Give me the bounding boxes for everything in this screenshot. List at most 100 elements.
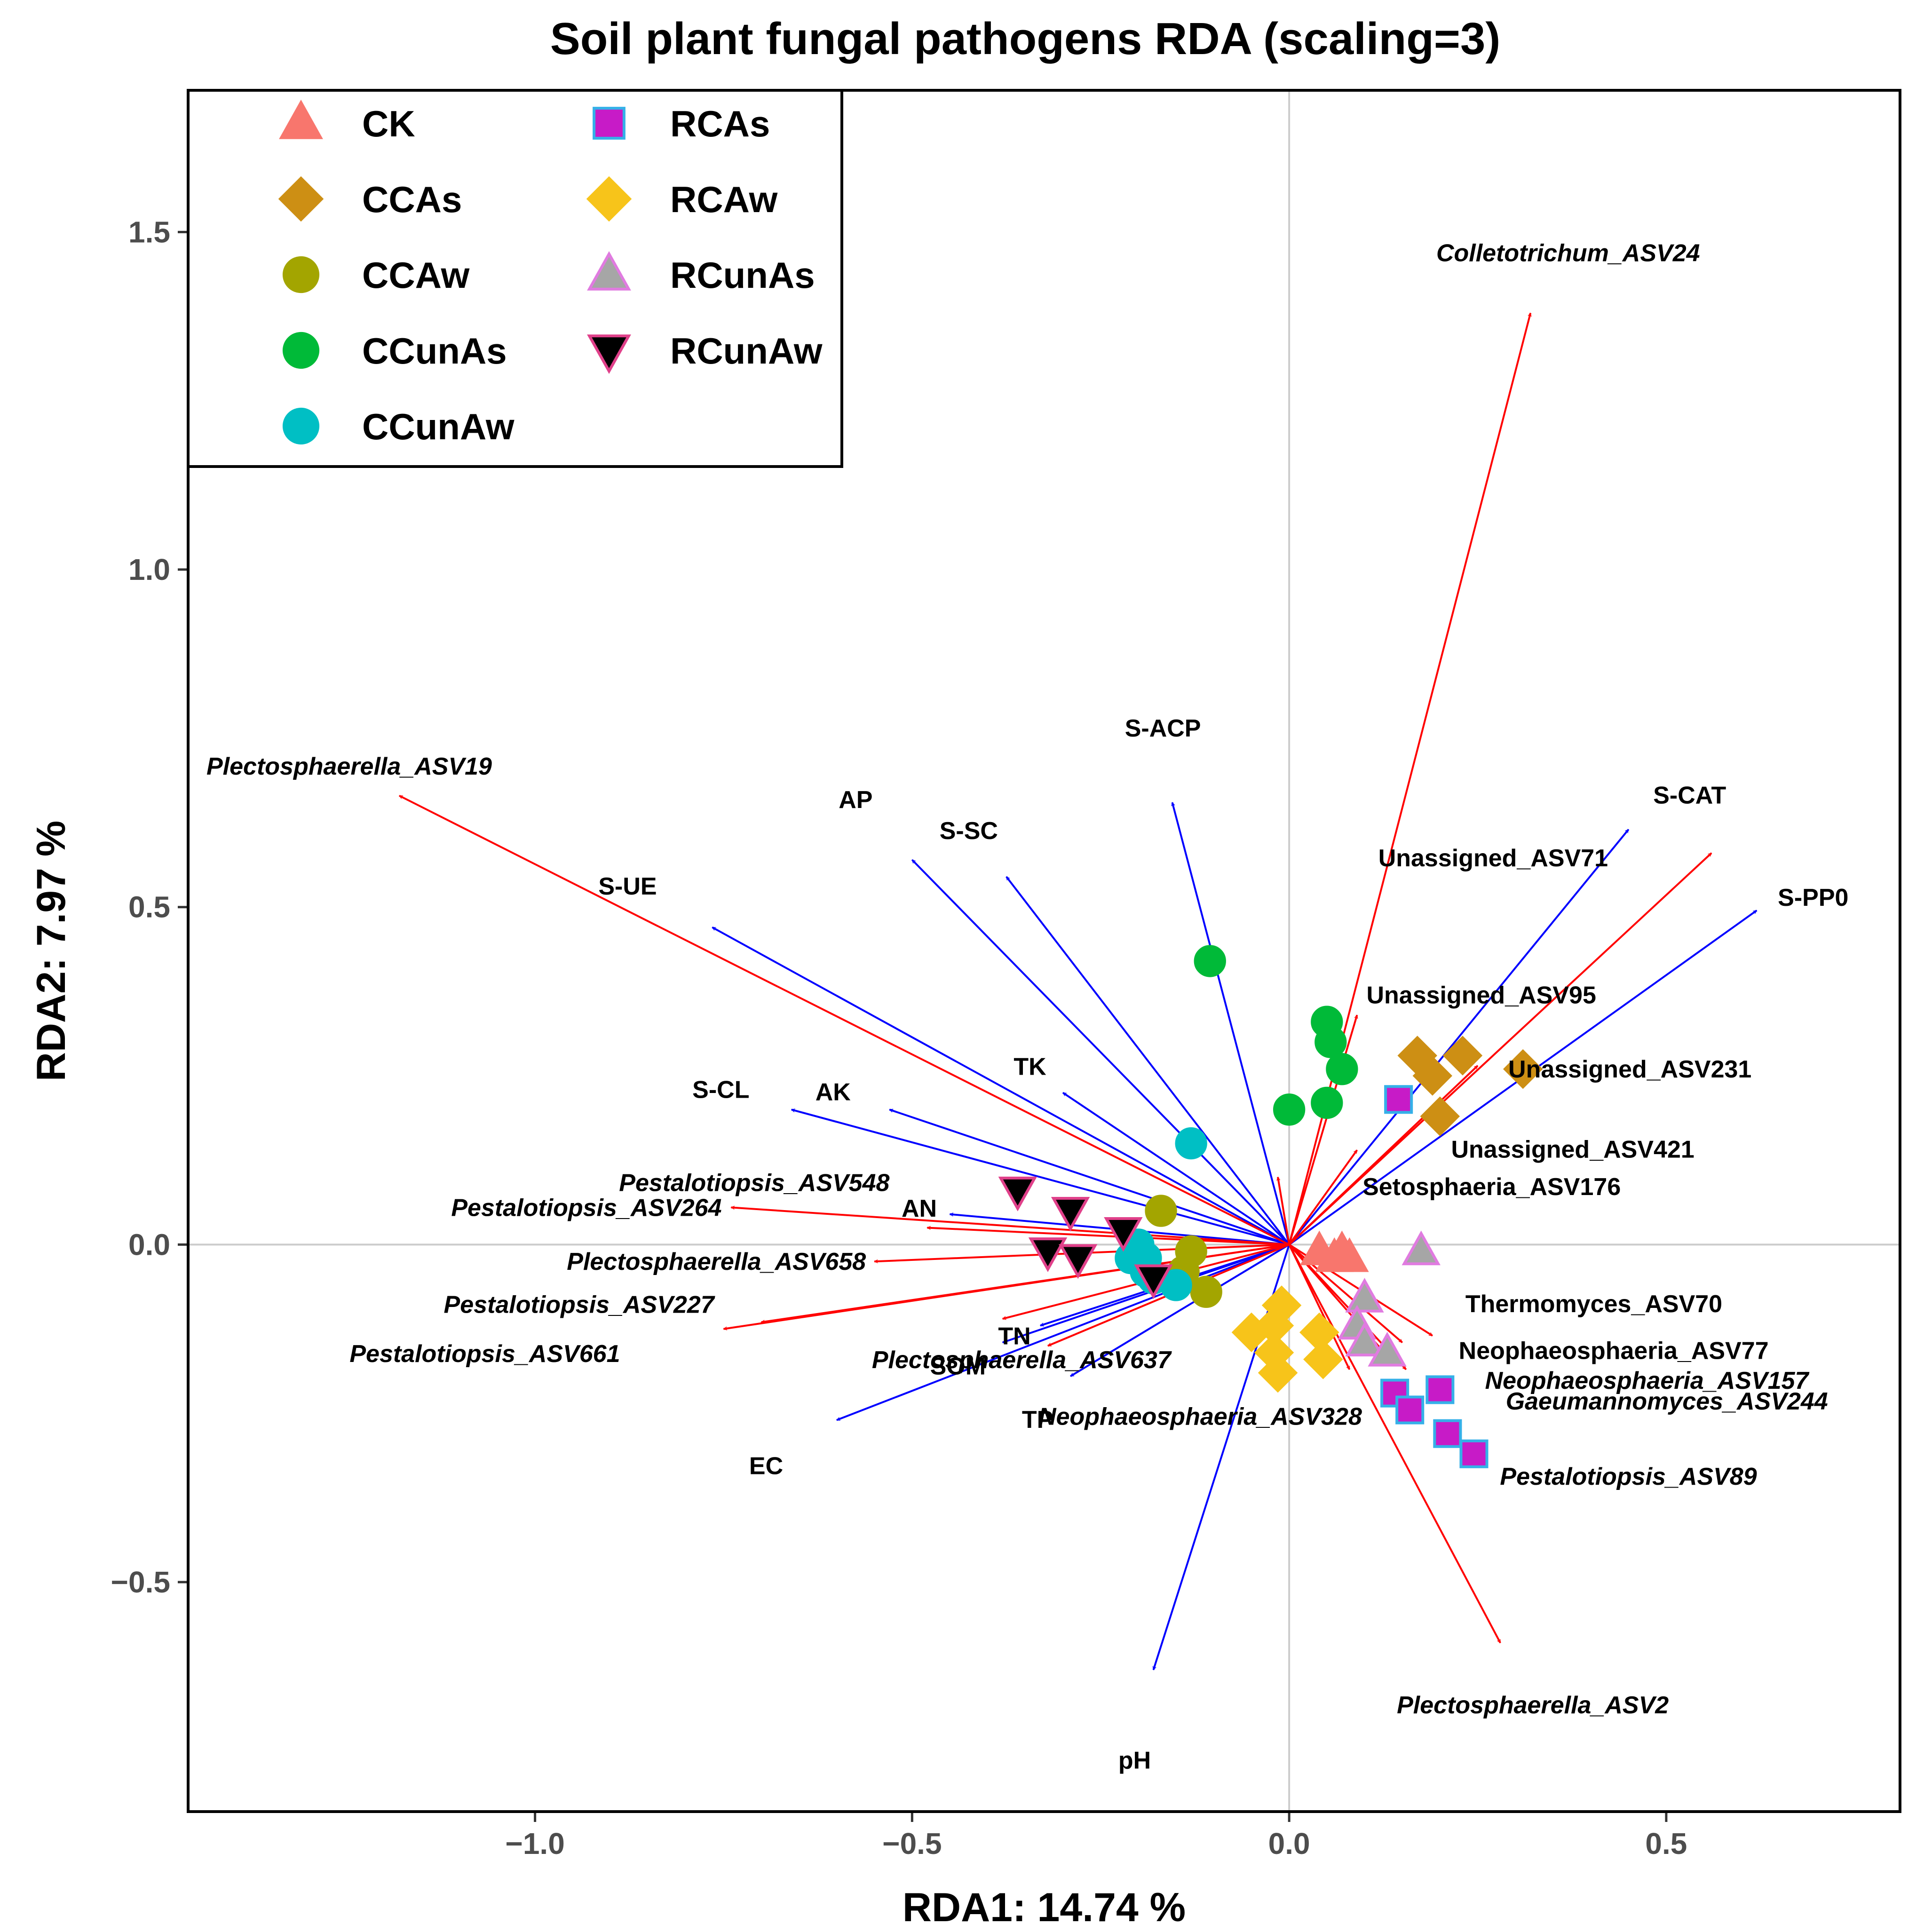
species-label-unassigned-asv231: Unassigned_ASV231 <box>1508 1056 1751 1083</box>
x-tick-label: −0.5 <box>882 1827 942 1861</box>
species-label-unassigned-asv71: Unassigned_ASV71 <box>1378 845 1608 872</box>
env-arrow-ap <box>911 859 1290 1245</box>
legend-marker-rcaw <box>586 176 632 222</box>
species-label-plectosphaerella-asv19: Plectosphaerella_ASV19 <box>206 753 492 780</box>
point-rcunaw <box>1051 1196 1090 1232</box>
env-label-ap: AP <box>839 786 872 814</box>
point-rcaw <box>1303 1339 1343 1379</box>
point-ccaw <box>1145 1195 1177 1227</box>
point-ccunas <box>1311 1086 1343 1119</box>
point-ccas <box>1412 1056 1453 1096</box>
env-arrow-s-sc <box>1006 876 1290 1245</box>
point-ccas <box>1503 1049 1543 1089</box>
point-ccas <box>1442 1036 1483 1076</box>
env-arrow-s-ue <box>712 926 1290 1246</box>
point-ccunas <box>1326 1053 1358 1085</box>
species-label-neophaeosphaeria-asv157: Neophaeosphaeria_ASV157 <box>1485 1367 1810 1394</box>
species-label-pestalotiopsis-asv661: Pestalotiopsis_ASV661 <box>349 1340 620 1368</box>
point-ccunas <box>1194 945 1226 977</box>
species-label-plectosphaerella-asv2: Plectosphaerella_ASV2 <box>1397 1692 1669 1719</box>
legend-marker-ccas <box>278 176 324 222</box>
legend-marker-rcas <box>593 107 625 140</box>
species-arrow-setosphaeria-asv176 <box>1278 1177 1291 1245</box>
point-ccunaw <box>1160 1269 1192 1301</box>
species-label-colletotrichum-asv24: Colletotrichum_ASV24 <box>1436 240 1700 267</box>
legend-marker-ccaw <box>282 256 320 293</box>
species-label-pestalotiopsis-asv89: Pestalotiopsis_ASV89 <box>1500 1463 1757 1490</box>
species-label-plectosphaerella-asv637: Plectosphaerella_ASV637 <box>872 1346 1172 1374</box>
y-tick-label: 0.5 <box>128 890 170 924</box>
species-arrow-unassigned-asv421 <box>1288 1149 1358 1245</box>
species-label-setosphaeria-asv176: Setosphaeria_ASV176 <box>1362 1173 1621 1201</box>
species-arrow-unassigned-asv231 <box>1288 1065 1479 1245</box>
point-rcunaw <box>1028 1237 1068 1272</box>
y-tick-label: 1.0 <box>128 553 170 586</box>
point-rcunaw <box>1104 1217 1143 1252</box>
point-rcunaw <box>998 1176 1037 1211</box>
env-label-som: SOM <box>930 1353 986 1380</box>
legend-label-rcunas: RCunAs <box>670 254 815 296</box>
point-rcunaw <box>1058 1244 1098 1279</box>
species-label-neophaeosphaeria-asv328: Neophaeosphaeria_ASV328 <box>1038 1403 1362 1431</box>
point-rcas <box>1425 1375 1455 1404</box>
env-arrow-tp <box>1070 1243 1290 1377</box>
x-axis-title: RDA1: 14.74 % <box>903 1885 1186 1930</box>
species-arrow-unassigned-asv95 <box>1288 1015 1357 1245</box>
legend-label-rcunaw: RCunAw <box>670 330 823 372</box>
point-ccunaw <box>1175 1127 1207 1160</box>
species-arrow-unassigned-asv71 <box>1288 852 1712 1245</box>
sample-points <box>998 945 1543 1468</box>
env-label-an: AN <box>902 1195 937 1222</box>
env-label-tk: TK <box>1013 1053 1046 1080</box>
species-arrow-plectosphaerella-asv19 <box>399 795 1290 1246</box>
env-arrow-ak <box>889 1109 1290 1246</box>
env-arrow-tk <box>1062 1092 1290 1246</box>
point-rcas <box>1433 1419 1462 1448</box>
legend-marker-ck <box>279 99 323 139</box>
point-rcunas <box>1368 1331 1407 1367</box>
env-label-s-cl: S-CL <box>692 1076 749 1103</box>
env-label-s-pp0: S-PP0 <box>1778 884 1848 911</box>
legend-marker-rcunas <box>587 251 631 291</box>
point-rcaw <box>1258 1353 1298 1393</box>
env-label-ec: EC <box>749 1453 783 1480</box>
species-label-unassigned-asv421: Unassigned_ASV421 <box>1451 1136 1694 1163</box>
x-tick-label: −1.0 <box>505 1827 564 1861</box>
point-rcas <box>1380 1378 1409 1408</box>
point-ccaw <box>1190 1275 1222 1308</box>
env-label-s-cat: S-CAT <box>1653 782 1726 809</box>
point-ccas <box>1420 1096 1460 1136</box>
legend-label-ccaw: CCAw <box>362 254 470 296</box>
env-label-ph: pH <box>1118 1747 1151 1774</box>
legend-label-ccunas: CCunAs <box>362 330 507 372</box>
species-label-pestalotiopsis-asv227: Pestalotiopsis_ASV227 <box>444 1291 715 1318</box>
legend-label-rcas: RCAs <box>670 103 770 144</box>
species-arrow-pestalotiopsis-asv548 <box>927 1227 1290 1246</box>
env-label-s-sc: S-SC <box>940 817 998 845</box>
point-rcas <box>1459 1439 1489 1468</box>
env-arrow-som <box>1003 1243 1290 1344</box>
env-arrow-s-cat <box>1288 829 1630 1245</box>
species-label-gaeumannomyces-asv244: Gaeumannomyces_ASV244 <box>1506 1388 1828 1415</box>
legend-label-ccunaw: CCunAw <box>362 406 515 447</box>
point-rcunas <box>1401 1230 1441 1266</box>
point-rcunas <box>1345 1278 1384 1313</box>
env-label-ak: AK <box>816 1078 851 1106</box>
species-label-plectosphaerella-asv658: Plectosphaerella_ASV658 <box>567 1248 866 1275</box>
point-rcas <box>1384 1085 1413 1114</box>
legend-label-ccas: CCAs <box>362 179 462 220</box>
x-tick-label: 0.5 <box>1645 1827 1687 1861</box>
legend-label-rcaw: RCAw <box>670 179 778 220</box>
y-tick-label: 1.5 <box>128 215 170 249</box>
env-label-s-ue: S-UE <box>598 873 657 900</box>
species-label-unassigned-asv95: Unassigned_ASV95 <box>1366 982 1596 1009</box>
point-ck <box>1322 1230 1362 1266</box>
point-rcunas <box>1345 1322 1384 1357</box>
point-rcas <box>1395 1395 1425 1425</box>
species-label-thermomyces-asv70: Thermomyces_ASV70 <box>1465 1291 1722 1318</box>
chart-title: Soil plant fungal pathogens RDA (scaling… <box>550 14 1501 64</box>
x-tick-label: 0.0 <box>1268 1827 1310 1861</box>
env-label-tp: TP <box>1022 1406 1053 1433</box>
env-label-tn: TN <box>998 1323 1030 1350</box>
vector-labels: S-ACP AP S-SC S-UE S-CL AK TK AN TN SOM TP EC pH S-CA… <box>206 240 1848 1774</box>
